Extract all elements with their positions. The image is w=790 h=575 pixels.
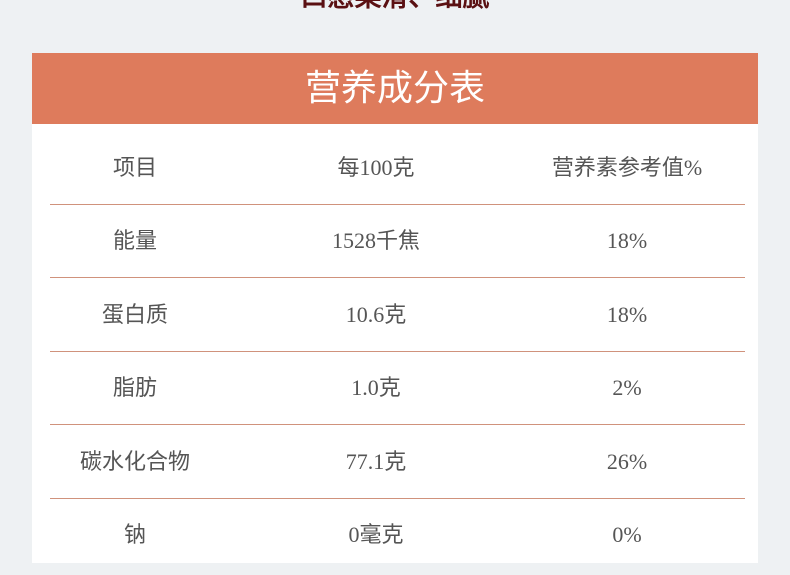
cell: 10.6克 <box>345 301 407 327</box>
cell: 18% <box>606 301 648 327</box>
cell: 脂肪 <box>112 375 157 401</box>
table-row: 碳水化合物 77.1克 26% <box>50 425 745 499</box>
cell: 每100克 <box>337 155 415 180</box>
table-title: 营养成分表 <box>32 53 758 124</box>
cell: 能量 <box>112 228 157 254</box>
table-row: 脂肪 1.0克 2% <box>50 351 745 426</box>
subtitle: 口感柔滑、细腻 <box>0 0 790 12</box>
cell: 营养素参考值% <box>551 155 703 180</box>
cell: 蛋白质 <box>101 301 168 327</box>
cell: 77.1克 <box>345 448 407 474</box>
table-row: 蛋白质 10.6克 18% <box>50 278 745 352</box>
cell: 1.0克 <box>351 375 401 401</box>
cell: 钠 <box>123 522 146 547</box>
table-row: 钠 0毫克 0% <box>50 498 745 571</box>
table-row: 能量 1528千焦 18% <box>50 204 745 279</box>
cell: 18% <box>606 228 648 254</box>
cell: 26% <box>606 448 648 474</box>
header-row: 项目 每100克 营养素参考值% <box>50 131 745 205</box>
cell: 2% <box>612 375 642 401</box>
cell: 1528千焦 <box>331 228 420 254</box>
cell: 项目 <box>112 155 157 180</box>
cell: 0毫克 <box>348 522 404 547</box>
cell: 0% <box>612 522 642 547</box>
nutrition-table: 营养成分表 项目 每100克 营养素参考值% 能量 1528千焦 18% 蛋白质 10.6克 1… <box>32 53 758 563</box>
cell: 碳水化合物 <box>79 448 190 474</box>
